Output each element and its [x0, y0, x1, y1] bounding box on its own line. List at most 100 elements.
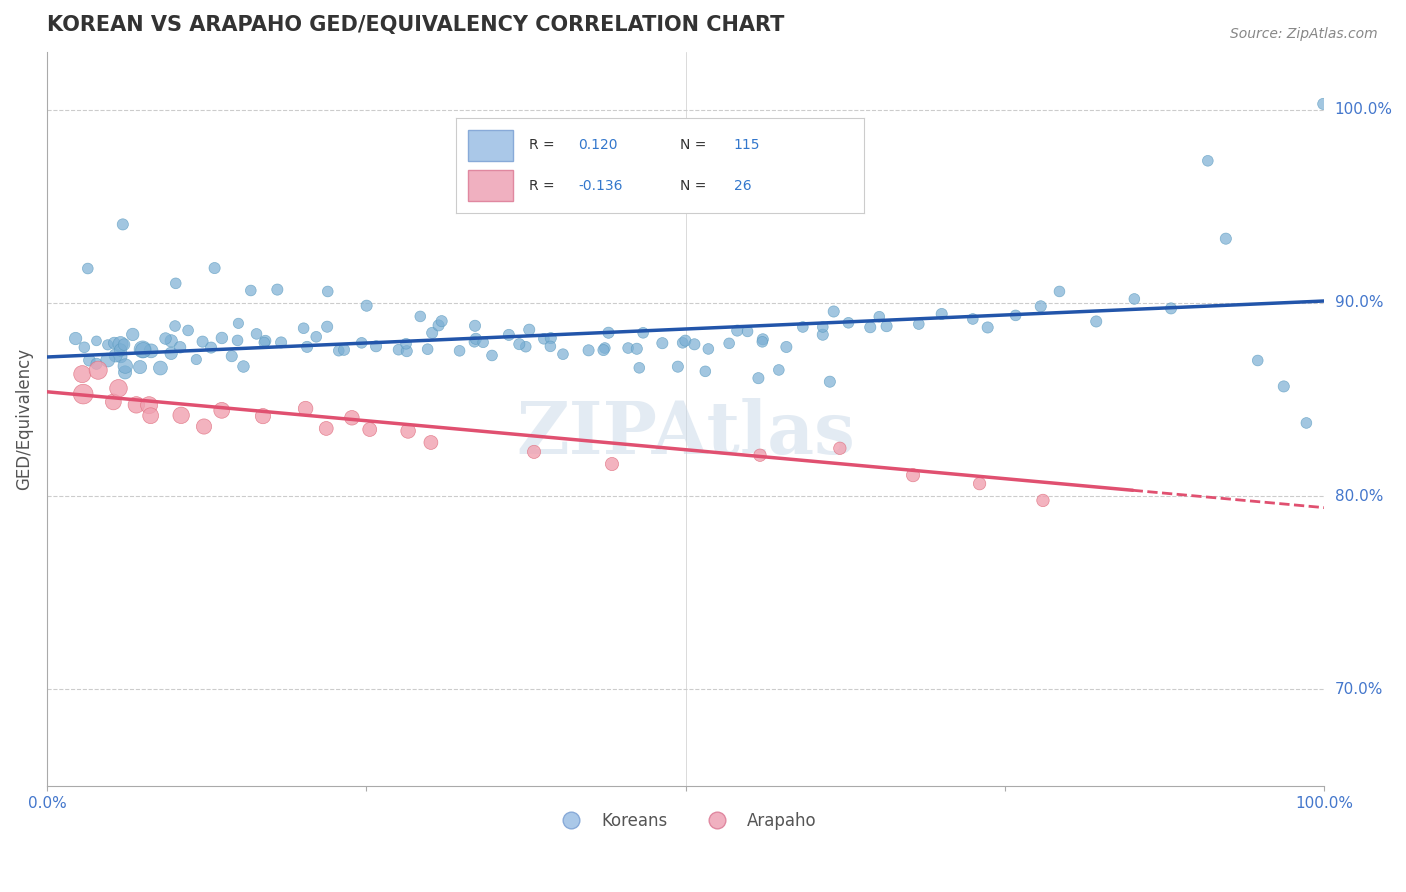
Point [193, 419, 215, 434]
Point [139, 409, 162, 423]
Point [350, 335, 373, 350]
Point [112, 337, 135, 351]
Point [593, 341, 616, 355]
Point [859, 320, 882, 334]
Point [103, 336, 125, 351]
Point [110, 350, 132, 364]
Point [976, 320, 998, 334]
Point [221, 349, 243, 363]
Point [472, 335, 495, 350]
Point [76, 261, 98, 276]
Point [295, 340, 318, 354]
Point [1272, 379, 1295, 393]
Point [253, 335, 276, 350]
Point [463, 334, 485, 349]
Point [1295, 416, 1317, 430]
Point [837, 316, 859, 330]
Point [97, 353, 120, 368]
Point [515, 340, 537, 354]
Point [110, 343, 132, 357]
Point [498, 327, 520, 342]
Point [356, 299, 378, 313]
Point [538, 339, 561, 353]
Point [768, 363, 790, 377]
Point [969, 476, 991, 491]
Point [508, 337, 530, 351]
Point [697, 342, 720, 356]
Point [160, 346, 183, 360]
Point [592, 343, 614, 357]
Point [110, 337, 132, 351]
Point [79, 353, 101, 368]
Point [523, 445, 546, 459]
Text: Source: ZipAtlas.com: Source: ZipAtlas.com [1230, 27, 1378, 41]
Point [751, 334, 773, 349]
Point [1049, 874, 1071, 888]
Point [97, 338, 120, 352]
Point [931, 307, 953, 321]
Text: KOREAN VS ARAPAHO GED/EQUIVALENCY CORRELATION CHART: KOREAN VS ARAPAHO GED/EQUIVALENCY CORREL… [46, 15, 785, 35]
Point [114, 359, 136, 373]
Point [139, 343, 162, 358]
Point [1004, 309, 1026, 323]
Point [359, 423, 381, 437]
Point [328, 343, 350, 358]
Point [449, 343, 471, 358]
Point [266, 283, 288, 297]
Point [578, 343, 600, 358]
Point [1032, 493, 1054, 508]
Point [631, 326, 654, 340]
Point [396, 424, 419, 438]
Point [114, 365, 136, 379]
Point [626, 342, 648, 356]
Point [104, 348, 127, 362]
Point [204, 261, 226, 276]
Point [177, 323, 200, 337]
Point [1247, 353, 1270, 368]
Point [239, 284, 262, 298]
Point [155, 332, 177, 346]
Point [160, 334, 183, 348]
Point [191, 334, 214, 349]
Point [673, 334, 696, 348]
Point [533, 332, 555, 346]
Text: ZIPAtlas: ZIPAtlas [516, 398, 855, 469]
Point [252, 409, 274, 424]
Point [292, 321, 315, 335]
Point [747, 371, 769, 385]
Point [121, 327, 143, 342]
Y-axis label: GED/Equivalency: GED/Equivalency [15, 348, 32, 490]
Point [876, 319, 898, 334]
Point [86, 357, 108, 371]
Point [70, 367, 93, 381]
Point [818, 375, 841, 389]
Point [170, 409, 193, 423]
Point [420, 326, 443, 340]
Point [598, 326, 620, 340]
Point [1312, 96, 1334, 111]
Point [464, 332, 486, 346]
Point [132, 343, 155, 358]
Legend: Koreans, Arapaho: Koreans, Arapaho [548, 805, 824, 836]
Point [419, 435, 441, 450]
Point [1123, 292, 1146, 306]
Point [1215, 232, 1237, 246]
Point [316, 285, 339, 299]
Point [725, 324, 748, 338]
Point [868, 310, 890, 324]
Point [107, 381, 129, 395]
Point [111, 218, 134, 232]
Point [628, 360, 651, 375]
Point [1049, 285, 1071, 299]
Point [340, 410, 363, 425]
Point [617, 341, 640, 355]
Text: 70.0%: 70.0% [1334, 681, 1384, 697]
Point [211, 331, 233, 345]
Point [87, 363, 110, 377]
Point [169, 340, 191, 354]
Point [186, 352, 208, 367]
Point [600, 457, 623, 471]
Point [129, 360, 152, 375]
Point [200, 341, 222, 355]
Point [409, 310, 432, 324]
